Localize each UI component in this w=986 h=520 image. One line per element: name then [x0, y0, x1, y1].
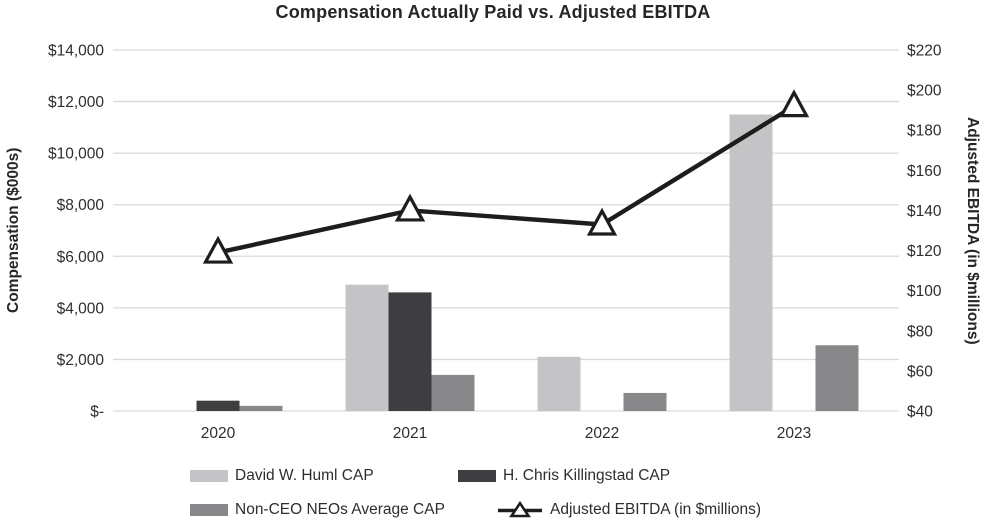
left-tick-label: $14,000: [48, 43, 104, 60]
bar-huml: [537, 356, 581, 411]
ebitda-marker: [586, 207, 618, 236]
bar-nonceo: [815, 345, 859, 411]
right-tick-label: $220: [907, 43, 942, 60]
right-tick-label: $180: [907, 123, 942, 140]
right-axis-title: Adjusted EBITDA (in $millions): [964, 116, 981, 345]
x-tick-label: 2020: [201, 425, 236, 442]
nonceo-swatch: [190, 504, 228, 516]
legend-item-killingstad: H. Chris Killingstad CAP: [458, 467, 670, 485]
bar-huml: [729, 114, 773, 411]
right-tick-label: $160: [907, 163, 942, 180]
legend: David W. Huml CAP H. Chris Killingstad C…: [0, 458, 986, 520]
bar-nonceo: [239, 405, 283, 411]
legend-item-ebitda: Adjusted EBITDA (in $millions): [497, 501, 761, 519]
left-tick-label: $2,000: [57, 352, 105, 369]
left-axis-title: Compensation ($000s): [5, 147, 22, 314]
ebitda-line: [217, 104, 796, 255]
x-tick-label: 2022: [585, 425, 619, 442]
left-tick-label: $8,000: [57, 197, 105, 214]
bar-nonceo: [623, 392, 667, 411]
left-tick-label: $4,000: [57, 300, 105, 317]
x-tick-label: 2023: [777, 425, 811, 442]
bar-killingstad: [196, 400, 240, 411]
right-tick-label: $80: [907, 323, 933, 340]
killingstad-swatch: [458, 470, 496, 482]
legend-label: Non-CEO NEOs Average CAP: [235, 501, 445, 518]
legend-item-nonceo: Non-CEO NEOs Average CAP: [190, 501, 445, 519]
right-tick-label: $120: [907, 243, 942, 260]
right-tick-label: $100: [907, 283, 942, 300]
chart-title: Compensation Actually Paid vs. Adjusted …: [275, 2, 711, 22]
legend-label: H. Chris Killingstad CAP: [503, 467, 671, 484]
right-tick-label: $40: [907, 404, 933, 421]
huml-swatch: [190, 470, 228, 482]
x-tick-label: 2021: [393, 425, 427, 442]
ebitda-marker: [202, 235, 234, 264]
ebitda-marker: [394, 193, 426, 222]
left-tick-label: $10,000: [48, 146, 104, 163]
ebitda-line-marker-icon: [498, 501, 542, 518]
legend-item-huml: David W. Huml CAP: [190, 467, 374, 485]
right-tick-label: $200: [907, 83, 942, 100]
bar-nonceo: [431, 374, 475, 411]
right-tick-label: $140: [907, 203, 942, 220]
left-tick-label: $12,000: [48, 94, 104, 111]
bar-huml: [345, 284, 389, 411]
ebitda-marker: [778, 89, 810, 118]
right-tick-label: $60: [907, 363, 933, 380]
left-tick-label: $6,000: [57, 249, 105, 266]
legend-label: David W. Huml CAP: [235, 467, 374, 484]
bar-killingstad: [388, 292, 432, 411]
left-tick-label: $-: [90, 404, 104, 421]
legend-label: Adjusted EBITDA (in $millions): [550, 501, 762, 518]
